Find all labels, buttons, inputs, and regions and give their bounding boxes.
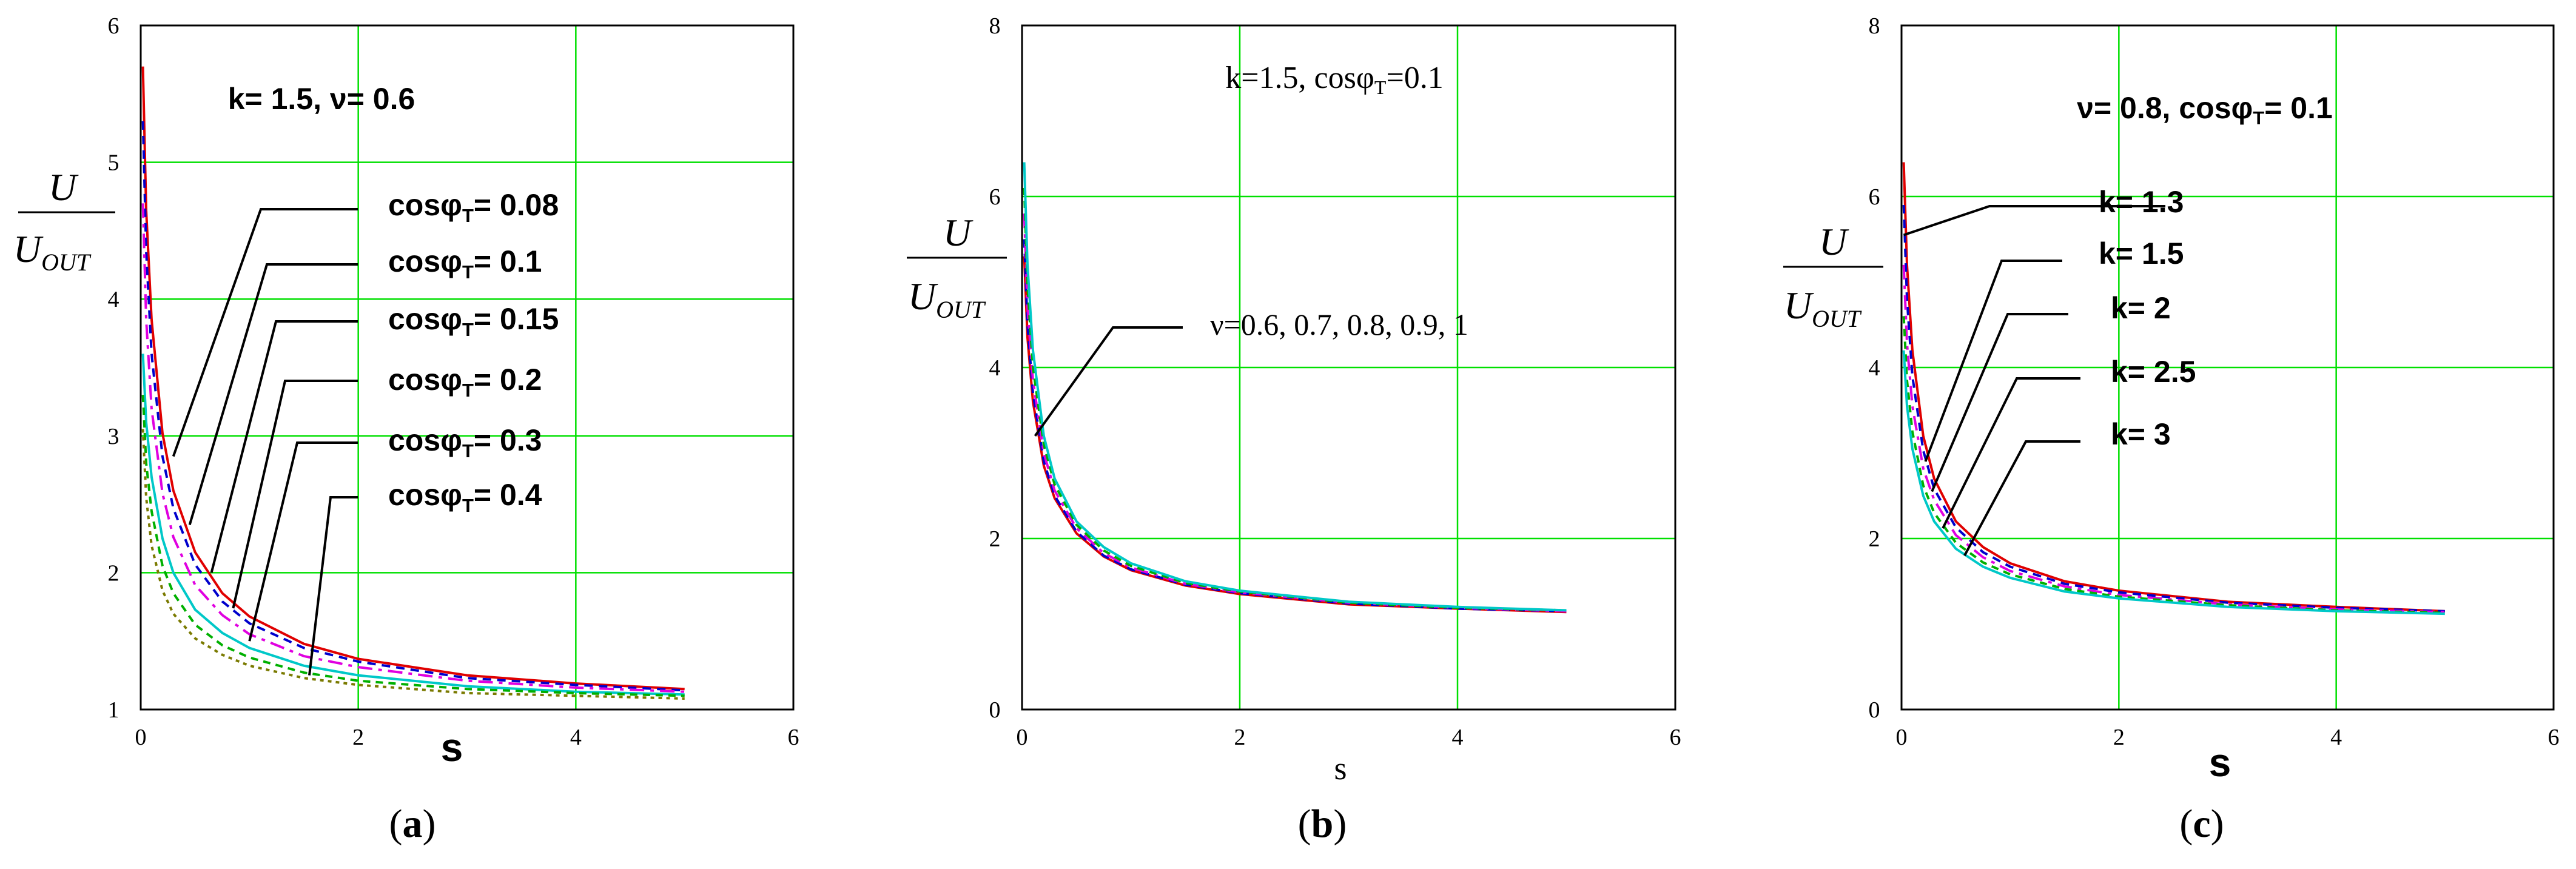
- y-tick-label: 0: [989, 697, 1001, 723]
- y-tick-label: 6: [108, 13, 119, 39]
- series-label: k= 1.3: [2099, 185, 2184, 219]
- leader-line: [1931, 313, 2068, 492]
- leader-line: [1034, 326, 1183, 437]
- y-tick-label: 8: [1869, 13, 1880, 39]
- x-tick-label: 6: [2548, 725, 2560, 750]
- parameter-annotation: ν= 0.8, cosφT= 0.1: [2077, 91, 2333, 129]
- series-line-3: [1902, 264, 2445, 614]
- leader-line: [308, 496, 358, 676]
- series-label: k= 1.5: [2099, 237, 2184, 270]
- y-axis-label-denominator: UOUT: [908, 275, 986, 323]
- x-tick-label: 2: [1234, 725, 1246, 750]
- plot-frame: [1021, 24, 1676, 711]
- series-label: cosφT= 0.08: [388, 188, 559, 226]
- series-line-4: [141, 354, 685, 696]
- x-tick-label: 0: [1017, 725, 1028, 750]
- y-tick-label: 6: [1869, 184, 1880, 210]
- plot-frame: [140, 24, 795, 711]
- series-label: cosφT= 0.3: [388, 423, 542, 461]
- y-tick-label: 2: [1869, 526, 1880, 552]
- panel-label: (b): [1298, 802, 1347, 846]
- leader-line: [248, 441, 358, 642]
- y-tick-label: 1: [108, 697, 119, 723]
- series-line-2: [1023, 239, 1567, 612]
- series-line-6: [141, 429, 685, 700]
- series-line-4: [1902, 316, 2445, 614]
- y-axis-label-numerator: U: [1819, 220, 1849, 263]
- y-tick-label: 0: [1869, 697, 1880, 723]
- y-axis-label-numerator: U: [49, 166, 79, 209]
- x-axis-label: s: [2209, 740, 2231, 785]
- y-tick-label: 3: [108, 424, 119, 449]
- x-tick-label: 2: [352, 725, 364, 750]
- series-line-3: [141, 203, 685, 693]
- y-axis-label-denominator: UOUT: [13, 227, 92, 276]
- leader-line: [210, 320, 358, 573]
- series-label: cosφT= 0.4: [388, 478, 542, 516]
- chart-panel-a: 0 2 4 6 1 2 3 4 5 6 U UOUT s(a) k= 1.5, ν= 0.6 cosφT= …: [13, 13, 799, 846]
- leader-line: [188, 263, 358, 525]
- y-tick-label: 4: [108, 287, 119, 312]
- x-axis-label: s: [1334, 750, 1347, 787]
- y-tick-label: 4: [1869, 355, 1880, 381]
- series-line-2: [141, 121, 685, 692]
- series-line-5: [1902, 350, 2445, 616]
- leader-line: [1903, 205, 2165, 237]
- leader-line: [1963, 440, 2080, 557]
- x-tick-label: 2: [2113, 725, 2125, 750]
- x-tick-label: 0: [135, 725, 147, 750]
- panel-label: (a): [389, 802, 436, 846]
- x-tick-label: 6: [1670, 725, 1681, 750]
- leader-line: [232, 380, 358, 609]
- series-line-2: [1902, 205, 2445, 612]
- y-tick-label: 2: [989, 526, 1001, 552]
- x-tick-label: 6: [788, 725, 799, 750]
- series-label: k= 3: [2111, 417, 2171, 451]
- y-axis-label-numerator: U: [943, 211, 974, 254]
- plot-frame: [1900, 24, 2555, 711]
- chart-panel-b: 0 2 4 6 0 2 4 6 8 U UOUT s (b) k=1.5, cosφT=0.1 ν=0.6,…: [907, 13, 1681, 846]
- series-label: cosφT= 0.2: [388, 363, 542, 401]
- y-tick-label: 6: [989, 184, 1001, 210]
- y-tick-label: 2: [108, 560, 119, 586]
- series-label: k= 2.5: [2111, 355, 2196, 389]
- series-line-1: [141, 66, 685, 691]
- leader-line: [1942, 377, 2080, 529]
- series-line-5: [1023, 162, 1567, 612]
- x-tick-label: 4: [1452, 725, 1464, 750]
- x-tick-label: 4: [2330, 725, 2342, 750]
- panel-label: (c): [2179, 802, 2224, 846]
- series-label: k= 2: [2111, 291, 2171, 325]
- y-axis-label-denominator: UOUT: [1784, 284, 1862, 332]
- series-group-label: ν=0.6, 0.7, 0.8, 0.9, 1: [1210, 307, 1468, 341]
- parameter-annotation: k=1.5, cosφT=0.1: [1225, 61, 1444, 98]
- series-line-4: [1023, 187, 1567, 612]
- leader-line: [1924, 260, 2062, 462]
- series-label: cosφT= 0.15: [388, 302, 559, 340]
- series-label: cosφT= 0.1: [388, 244, 542, 283]
- x-axis-label: s: [441, 725, 463, 770]
- y-tick-label: 8: [989, 13, 1001, 39]
- y-tick-label: 4: [989, 355, 1001, 381]
- series-line-5: [141, 395, 685, 697]
- x-tick-label: 4: [570, 725, 582, 750]
- parameter-annotation: k= 1.5, ν= 0.6: [228, 82, 415, 116]
- chart-panel-c: 0 2 4 6 0 2 4 6 8 U UOUT s (c) ν= 0.8, cosφT= 0.1 k= 1…: [1783, 13, 2560, 846]
- y-tick-label: 5: [108, 150, 119, 176]
- x-tick-label: 0: [1896, 725, 1908, 750]
- leader-line: [172, 208, 358, 457]
